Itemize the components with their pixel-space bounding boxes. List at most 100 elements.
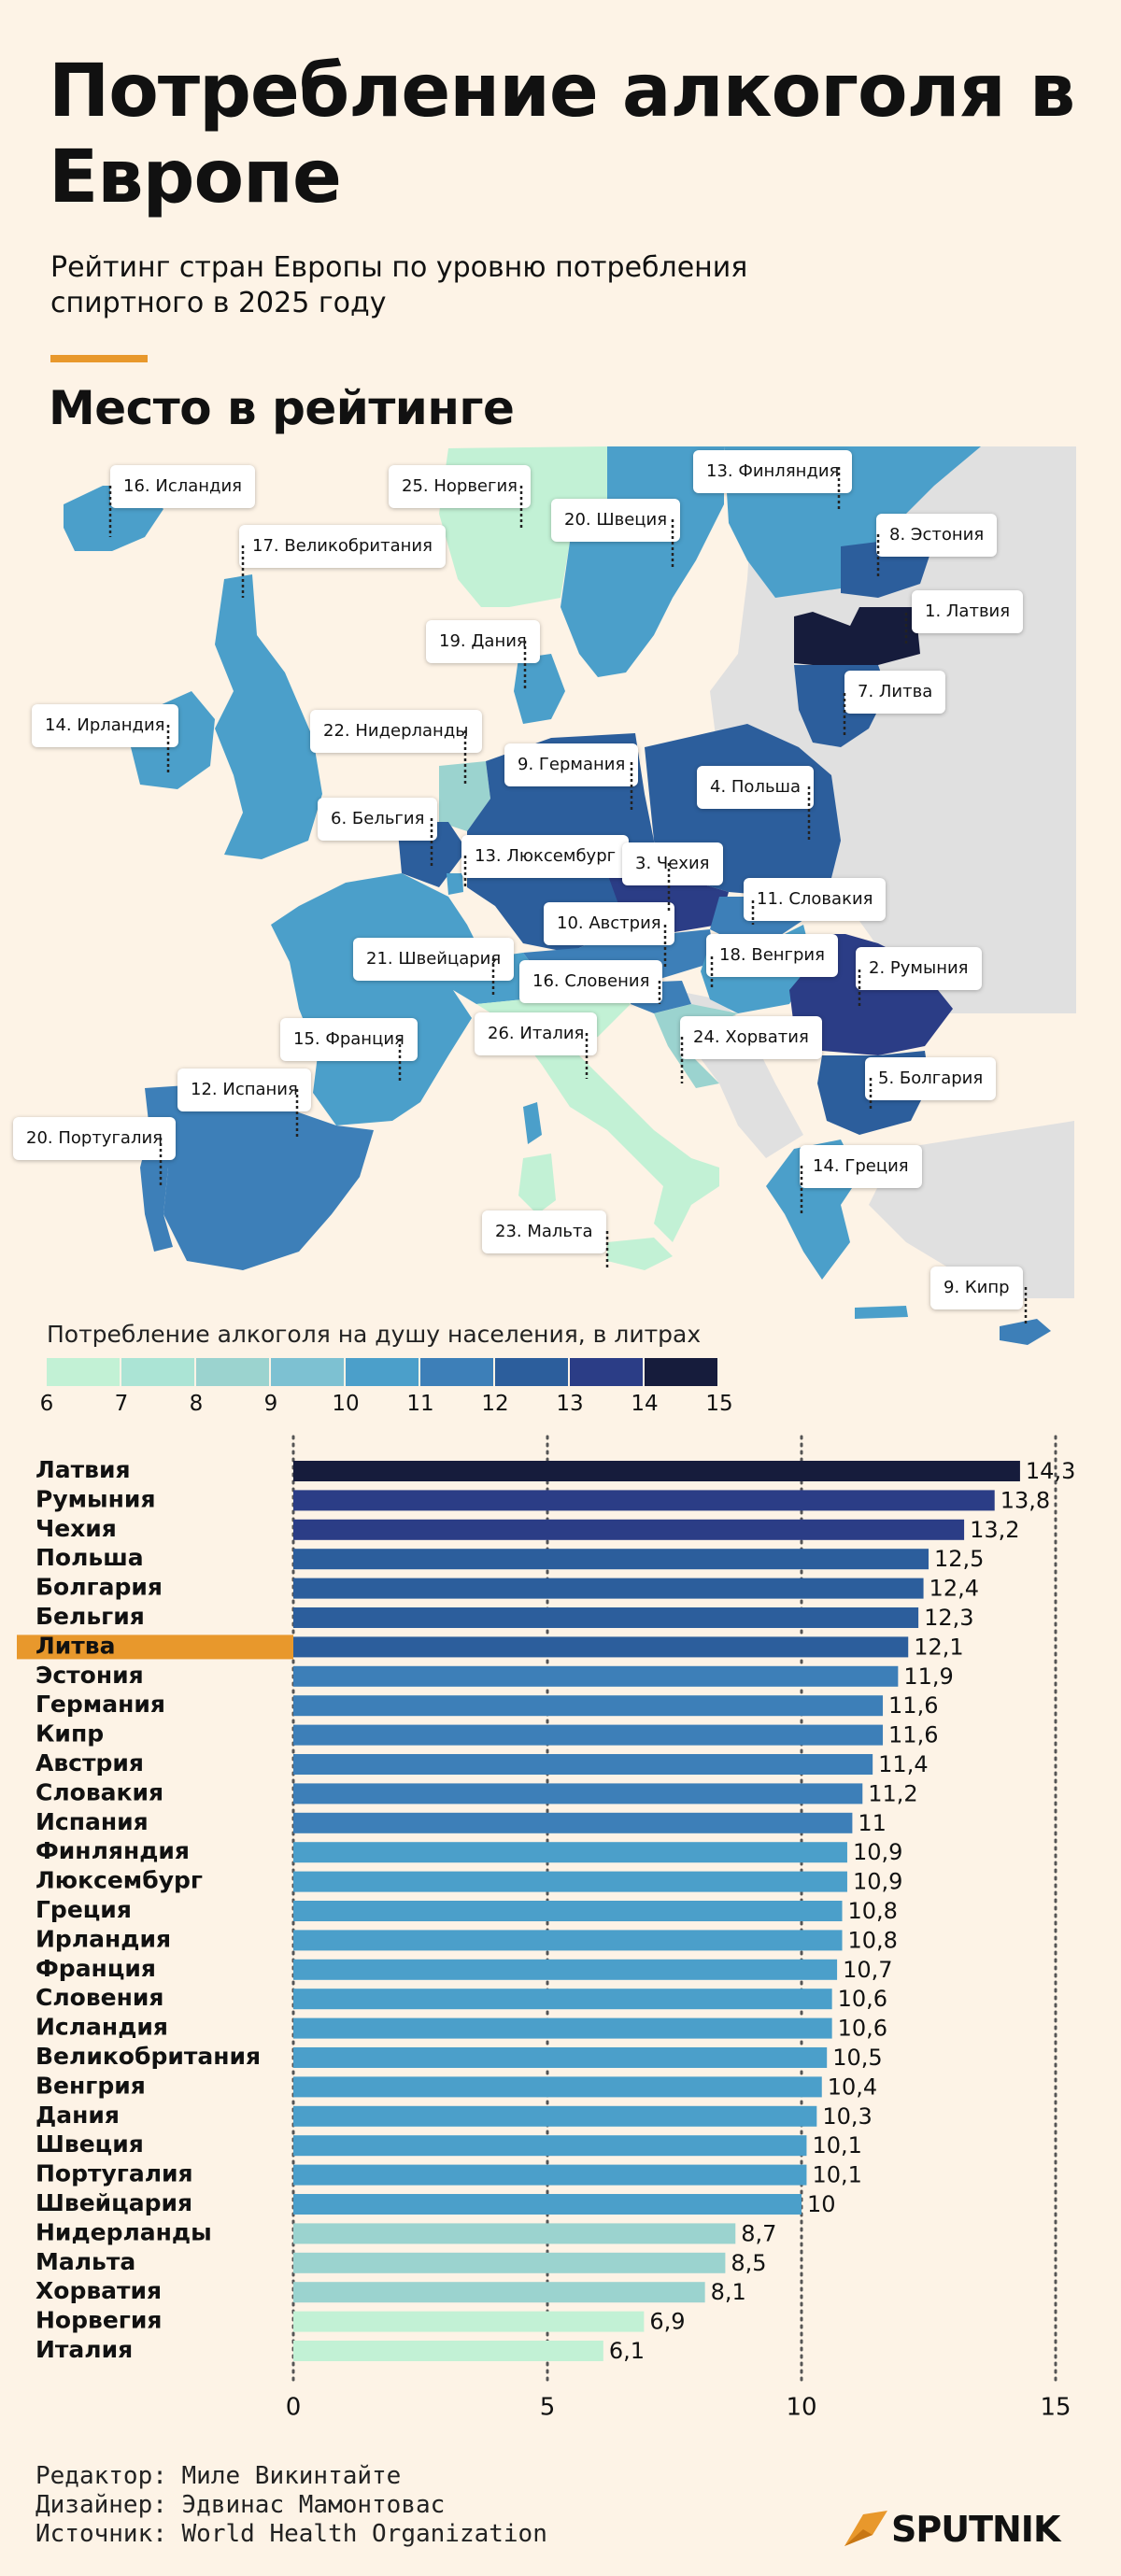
map-label-poland: 4. Польша	[697, 766, 815, 809]
value-label: 12,3	[924, 1605, 973, 1631]
country-sweden	[560, 446, 724, 677]
category-label: Эстония	[35, 1662, 144, 1689]
value-label: 10,7	[843, 1957, 892, 1983]
bar	[293, 2135, 807, 2157]
category-label: Ирландия	[35, 1925, 171, 1952]
value-label: 12,5	[934, 1546, 984, 1572]
map-label-croatia: 24. Хорватия	[680, 1016, 822, 1059]
bar	[293, 1461, 1020, 1481]
map-label-netherlands: 22. Нидерланды	[310, 710, 482, 753]
category-label: Греция	[35, 1896, 132, 1923]
legend-swatch-8-9	[196, 1358, 269, 1386]
legend-tick: 6	[39, 1392, 54, 1416]
country-great-britain	[215, 574, 322, 859]
legend-swatch-6-7	[47, 1358, 120, 1386]
value-label: 14,3	[1026, 1458, 1075, 1484]
value-label: 6,1	[609, 2338, 645, 2364]
category-label: Венгрия	[35, 2072, 146, 2099]
legend-tick: 13	[556, 1392, 584, 1416]
map-label-sweden: 20. Швеция	[551, 499, 681, 542]
map-label-luxembourg: 13. Люксембург	[461, 835, 630, 878]
country-spain	[145, 1083, 374, 1270]
legend-title: Потребление алкоголя на душу населения, …	[47, 1321, 702, 1348]
map-label-italy: 26. Италия	[475, 1012, 598, 1055]
value-label: 10,8	[848, 1927, 898, 1953]
country-france	[271, 873, 486, 1125]
legend-tick: 15	[705, 1392, 733, 1416]
country-portugal	[140, 1130, 173, 1252]
bar	[293, 2164, 807, 2186]
x-tick-label: 15	[1040, 2393, 1071, 2421]
bar	[293, 2017, 832, 2039]
value-label: 11	[858, 1810, 887, 1836]
value-label: 10,9	[853, 1839, 902, 1865]
bar	[293, 1695, 884, 1717]
bar	[293, 2252, 726, 2273]
category-label: Нидерланды	[35, 2218, 212, 2245]
map-label-malta: 23. Мальта	[482, 1210, 606, 1253]
category-label: Великобритания	[35, 2043, 261, 2070]
bar	[293, 2282, 705, 2303]
category-label: Польша	[35, 1544, 144, 1571]
value-label: 11,4	[878, 1751, 928, 1777]
value-label: 11,6	[888, 1722, 938, 1748]
bar	[293, 2311, 645, 2332]
legend-tick: 14	[631, 1392, 659, 1416]
bar	[293, 1636, 909, 1658]
legend-swatch-11-12	[420, 1358, 493, 1386]
value-label: 10,8	[848, 1898, 898, 1924]
value-label: 11,6	[888, 1692, 938, 1719]
bar	[293, 1783, 863, 1805]
x-tick-label: 0	[286, 2393, 302, 2421]
bar	[293, 1490, 995, 1511]
category-label: Хорватия	[35, 2277, 162, 2304]
category-label: Италия	[35, 2336, 133, 2363]
country-sardinia	[518, 1154, 556, 1214]
map-label-cyprus: 9. Кипр	[930, 1267, 1023, 1309]
category-label: Австрия	[35, 1749, 144, 1776]
bar	[293, 2047, 828, 2068]
map-label-great-britain: 17. Великобритания	[239, 525, 446, 568]
country-crete	[855, 1306, 908, 1319]
map-label-hungary: 18. Венгрия	[706, 934, 838, 977]
value-label: 11,2	[868, 1780, 917, 1806]
legend-swatch-10-11	[346, 1358, 419, 1386]
sputnik-logo-icon	[844, 2511, 887, 2546]
category-label: Словения	[35, 1984, 163, 2011]
category-label: Люксембург	[35, 1867, 203, 1894]
map-label-estonia: 8. Эстония	[876, 514, 998, 557]
legend-swatch-14-15	[645, 1358, 717, 1386]
page-subtitle: Рейтинг стран Европы по уровню потреблен…	[50, 251, 748, 319]
bar	[293, 1578, 924, 1599]
value-label: 10	[807, 2191, 836, 2217]
country-sicily	[607, 1238, 673, 1270]
sputnik-logo[interactable]: SPUTNIK	[841, 2509, 1060, 2550]
map-label-lithuania: 7. Литва	[844, 671, 946, 714]
category-label: Бельгия	[35, 1603, 145, 1630]
map-label-switzerland: 21. Швейцария	[353, 938, 515, 981]
bar	[293, 1812, 853, 1833]
bar	[293, 1959, 838, 1980]
bar	[293, 1724, 884, 1746]
category-label: Литва	[35, 1632, 115, 1659]
page-title: Потребление алкоголя в Европе	[49, 50, 1075, 219]
bar	[293, 1842, 847, 1863]
legend-swatch-9-10	[271, 1358, 344, 1386]
bar	[293, 1607, 919, 1628]
map-label-iceland: 16. Исландия	[110, 465, 255, 508]
legend-tick: 7	[114, 1392, 129, 1416]
legend-ticks: 6 7 8 9 10 11 12 13 14 15	[40, 1392, 733, 1420]
category-label: Мальта	[35, 2248, 135, 2275]
legend-tick: 8	[189, 1392, 204, 1416]
bar	[293, 2076, 822, 2098]
map-label-romania: 2. Румыния	[856, 947, 982, 990]
bar	[293, 1665, 899, 1687]
category-label: Дания	[35, 2102, 120, 2129]
map-label-france: 15. Франция	[280, 1018, 418, 1061]
legend-tick: 10	[332, 1392, 360, 1416]
legend-tick: 11	[406, 1392, 434, 1416]
section-title: Место в рейтинге	[49, 381, 515, 435]
legend-swatch-13-14	[570, 1358, 643, 1386]
value-label: 10,6	[838, 1986, 887, 2012]
country-netherlands	[439, 761, 490, 831]
